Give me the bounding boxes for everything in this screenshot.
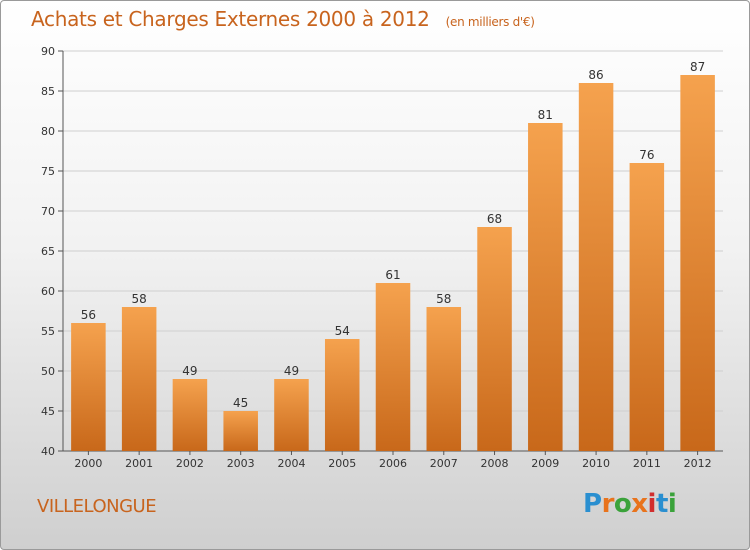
x-tick-label: 2010 bbox=[582, 457, 610, 470]
data-label: 87 bbox=[690, 60, 705, 74]
y-tick-label: 40 bbox=[41, 445, 55, 458]
logo-letter: o bbox=[613, 489, 632, 519]
x-tick-label: 2006 bbox=[379, 457, 407, 470]
data-label: 56 bbox=[81, 308, 96, 322]
x-tick-label: 2012 bbox=[684, 457, 712, 470]
data-label: 86 bbox=[588, 68, 603, 82]
y-tick-label: 60 bbox=[41, 285, 55, 298]
bar bbox=[375, 283, 411, 451]
proxiti-logo: Proxiti bbox=[583, 489, 677, 519]
data-label: 68 bbox=[487, 212, 502, 226]
x-tick-label: 2009 bbox=[531, 457, 559, 470]
data-label: 58 bbox=[436, 292, 451, 306]
bar bbox=[426, 307, 462, 451]
logo-letter: P bbox=[583, 489, 602, 519]
x-tick-label: 2000 bbox=[74, 457, 102, 470]
logo-letter: x bbox=[631, 489, 648, 519]
x-tick-label: 2008 bbox=[481, 457, 509, 470]
data-label: 49 bbox=[284, 364, 299, 378]
x-tick-label: 2001 bbox=[125, 457, 153, 470]
bar bbox=[274, 379, 309, 451]
x-tick-label: 2005 bbox=[328, 457, 356, 470]
data-label: 61 bbox=[385, 268, 400, 282]
labels: 56 58 49 45 49 54 61 58 68 81 86 76 87 bbox=[81, 60, 706, 410]
bar bbox=[172, 379, 208, 451]
x-tick-label: 2004 bbox=[277, 457, 305, 470]
bar bbox=[223, 411, 258, 451]
data-label: 54 bbox=[335, 324, 350, 338]
logo-letter: r bbox=[601, 489, 615, 519]
y-tick-label: 50 bbox=[41, 365, 55, 378]
logo-letter: t bbox=[655, 489, 668, 519]
place-name: VILLELONGUE bbox=[37, 496, 157, 517]
chart-unit: (en milliers d'€) bbox=[445, 15, 535, 29]
bar bbox=[528, 123, 563, 451]
data-label: 45 bbox=[233, 396, 248, 410]
bar bbox=[71, 323, 106, 451]
data-label: 58 bbox=[132, 292, 147, 306]
chart-title-text: Achats et Charges Externes 2000 à 2012 bbox=[31, 7, 430, 31]
logo-letter: i bbox=[647, 489, 657, 519]
bar bbox=[629, 163, 665, 451]
x-tick-label: 2007 bbox=[430, 457, 458, 470]
data-label: 76 bbox=[639, 148, 654, 162]
x-tick-label: 2011 bbox=[633, 457, 661, 470]
y-tick-label: 85 bbox=[41, 85, 55, 98]
logo-letter: i bbox=[667, 489, 677, 519]
y-tick-label: 70 bbox=[41, 205, 55, 218]
bars bbox=[71, 75, 715, 451]
x-tick-label: 2003 bbox=[227, 457, 255, 470]
bar bbox=[324, 339, 360, 451]
chart-title: Achats et Charges Externes 2000 à 2012 (… bbox=[31, 7, 535, 31]
bar bbox=[121, 307, 157, 451]
bar bbox=[578, 83, 614, 451]
y-tick-label: 55 bbox=[41, 325, 55, 338]
y-tick-label: 80 bbox=[41, 125, 55, 138]
y-tick-label: 75 bbox=[41, 165, 55, 178]
y-tick-label: 45 bbox=[41, 405, 55, 418]
y-tick-label: 65 bbox=[41, 245, 55, 258]
bar bbox=[477, 227, 512, 451]
y-tick-label: 90 bbox=[41, 45, 55, 58]
data-label: 49 bbox=[182, 364, 197, 378]
x-tick-label: 2002 bbox=[176, 457, 204, 470]
bar bbox=[680, 75, 715, 451]
data-label: 81 bbox=[538, 108, 553, 122]
